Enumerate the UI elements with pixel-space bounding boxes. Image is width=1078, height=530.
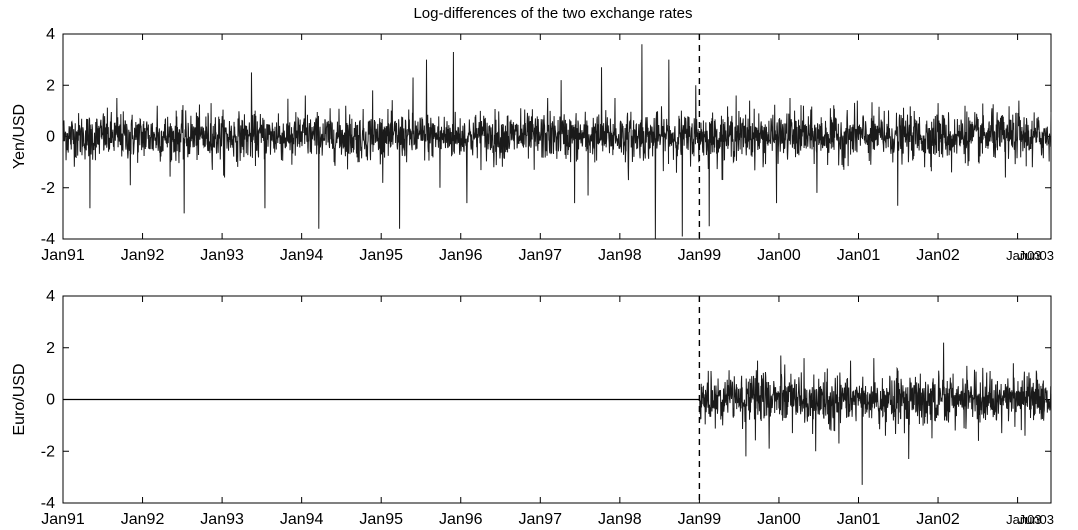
x-tick-label: Jun03 [1019, 248, 1054, 263]
x-tick-label: Jun03 [1019, 512, 1054, 527]
euro-usd-series-line [698, 342, 1052, 485]
x-tick-label: Jan98 [598, 511, 642, 528]
y-tick-label: 2 [46, 77, 55, 94]
x-tick-label: Jan91 [41, 511, 85, 528]
y-tick-label: -4 [41, 231, 55, 248]
x-tick-label: Jan95 [359, 247, 403, 264]
y-tick-label: 2 [46, 340, 55, 357]
y-tick-label: 4 [46, 26, 55, 43]
x-tick-label: Jan02 [916, 511, 960, 528]
x-tick-label: Jan93 [200, 511, 244, 528]
x-tick-label: Jan98 [598, 247, 642, 264]
y-tick-label: 4 [46, 288, 55, 305]
x-tick-label: Jan97 [518, 511, 562, 528]
yen-usd-y-axis-label: Yen/USD [11, 104, 28, 169]
x-tick-label: Jan99 [678, 247, 722, 264]
euro-usd-panel: 4 2 0 -2 -4 Jan91 Jan92 Jan93 Jan94 Jan95 Jan96 Ja… [11, 288, 1054, 528]
x-tick-label: Jan92 [121, 247, 165, 264]
x-tick-label: Jan95 [359, 511, 403, 528]
y-tick-label: -4 [41, 495, 55, 512]
y-tick-label: 0 [46, 392, 55, 409]
yen-usd-series-line [62, 44, 1052, 240]
x-tick-label: Jan01 [837, 511, 881, 528]
y-tick-label: -2 [41, 180, 55, 197]
x-tick-label: Jan99 [678, 511, 722, 528]
y-tick-label: 0 [46, 129, 55, 146]
x-tick-label: Jan00 [757, 247, 801, 264]
x-tick-label: Jan03 [1006, 248, 1041, 263]
x-tick-label: Jan92 [121, 511, 165, 528]
x-tick-label: Jan02 [916, 247, 960, 264]
y-tick-label: -2 [41, 443, 55, 460]
x-tick-label: Jan94 [280, 511, 324, 528]
euro-usd-y-axis-label: Euro/USD [11, 363, 28, 435]
x-tick-label: Jan94 [280, 247, 324, 264]
x-tick-label: Jan96 [439, 247, 483, 264]
x-tick-label: Jan00 [757, 511, 801, 528]
x-tick-label: Jan01 [837, 247, 881, 264]
yen-usd-panel: 4 2 0 -2 -4 Jan91 Jan92 Jan93 Jan94 Jan95 Jan96 Ja… [11, 26, 1054, 264]
x-tick-label: Jan97 [518, 247, 562, 264]
x-tick-label: Jan91 [41, 247, 85, 264]
x-tick-label: Jan93 [200, 247, 244, 264]
chart-title: Log-differences of the two exchange rate… [413, 5, 692, 22]
x-tick-label: Jan96 [439, 511, 483, 528]
x-tick-label: Jan03 [1006, 512, 1041, 527]
